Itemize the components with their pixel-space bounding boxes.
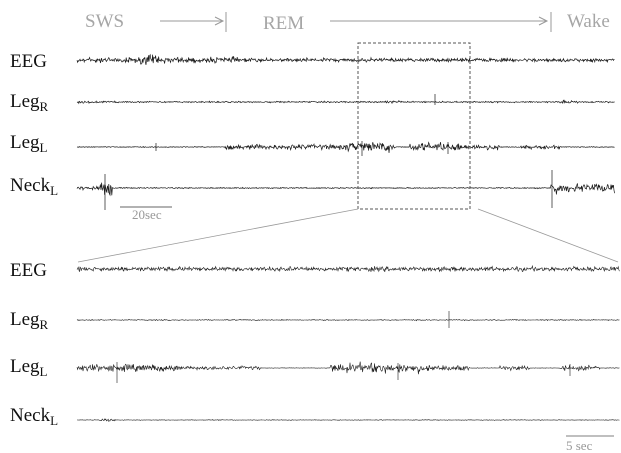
stage-label-rem: REM: [263, 13, 305, 34]
bottom-eeg-trace: [76, 264, 620, 273]
stage-label-sws: SWS: [85, 11, 125, 32]
rem-arrow-head: [538, 16, 549, 26]
top-eeg-trace: [76, 53, 615, 65]
top-channel-label-eeg: EEG: [10, 52, 47, 71]
zoom-connector-right: [477, 208, 619, 263]
top-neck-l-trace: [76, 170, 615, 210]
channel-name: EEG: [10, 260, 47, 281]
channel-subscript: R: [39, 317, 49, 332]
bottom-leg-l-trace: [76, 361, 620, 383]
channel-subscript: R: [39, 99, 49, 114]
top-scale-bar-label: 20sec: [132, 207, 162, 222]
zoom-connector-left: [77, 208, 359, 263]
channel-name: Neck: [10, 175, 51, 196]
channel-name: Leg: [10, 356, 40, 377]
channel-subscript: L: [50, 413, 59, 428]
bottom-channel-label-leg-r: LegR: [10, 310, 48, 331]
bottom-scale-bar-label: 5 sec: [566, 438, 593, 453]
channel-name: Leg: [10, 91, 40, 112]
top-channel-label-leg-r: LegR: [10, 92, 48, 113]
bottom-neck-l-trace: [76, 418, 620, 423]
top-leg-r-trace: [76, 94, 615, 105]
top-channel-label-leg-l: LegL: [10, 133, 48, 154]
bottom-channel-label-neck-l: NeckL: [10, 406, 58, 427]
sws-arrow-head: [214, 16, 225, 26]
top-leg-l-trace: [76, 141, 615, 156]
channel-subscript: L: [39, 364, 48, 379]
channel-name: Leg: [10, 132, 40, 153]
channel-name: Leg: [10, 309, 40, 330]
bottom-channel-label-leg-l: LegL: [10, 357, 48, 378]
bottom-leg-r-trace: [76, 311, 620, 328]
channel-subscript: L: [50, 183, 59, 198]
bottom-channel-label-eeg: EEG: [10, 261, 47, 280]
channel-subscript: L: [39, 140, 48, 155]
zoom-region-box: [357, 42, 471, 210]
channel-name: EEG: [10, 51, 47, 72]
stage-label-wake: Wake: [567, 11, 610, 32]
top-channel-label-neck-l: NeckL: [10, 176, 58, 197]
channel-name: Neck: [10, 405, 51, 426]
